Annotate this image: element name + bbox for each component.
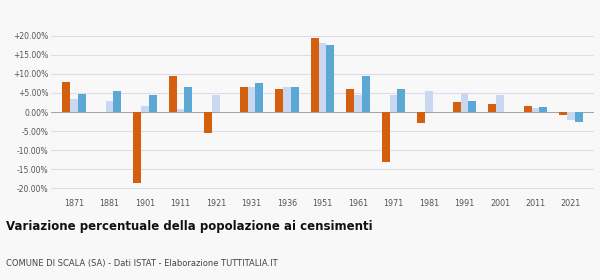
Bar [539, 108, 547, 112]
Bar [362, 76, 370, 112]
Bar [205, 112, 212, 133]
Bar [417, 112, 425, 123]
Bar [389, 95, 397, 112]
Bar [141, 106, 149, 112]
Bar [248, 87, 256, 112]
Bar [453, 102, 461, 112]
Bar [532, 108, 539, 112]
Bar [184, 87, 192, 112]
Bar [382, 112, 389, 162]
Bar [256, 83, 263, 112]
Bar [70, 99, 78, 112]
Bar [283, 87, 291, 112]
Bar [149, 95, 157, 112]
Text: COMUNE DI SCALA (SA) - Dati ISTAT - Elaborazione TUTTITALIA.IT: COMUNE DI SCALA (SA) - Dati ISTAT - Elab… [6, 259, 278, 268]
Bar [133, 112, 141, 183]
Bar [319, 43, 326, 112]
Bar [78, 94, 86, 112]
Bar [559, 112, 567, 115]
Bar [524, 106, 532, 112]
Bar [212, 95, 220, 112]
Bar [62, 82, 70, 112]
Bar [575, 112, 583, 122]
Bar [397, 89, 405, 112]
Bar [461, 93, 469, 112]
Bar [326, 45, 334, 112]
Bar [106, 101, 113, 112]
Bar [425, 91, 433, 112]
Bar [488, 104, 496, 112]
Bar [169, 76, 176, 112]
Bar [291, 87, 299, 112]
Bar [469, 101, 476, 112]
Text: Variazione percentuale della popolazione ai censimenti: Variazione percentuale della popolazione… [6, 220, 373, 233]
Bar [311, 38, 319, 112]
Bar [354, 95, 362, 112]
Bar [113, 91, 121, 112]
Bar [567, 112, 575, 120]
Bar [346, 89, 354, 112]
Bar [275, 89, 283, 112]
Bar [496, 95, 504, 112]
Bar [176, 109, 184, 112]
Bar [240, 87, 248, 112]
